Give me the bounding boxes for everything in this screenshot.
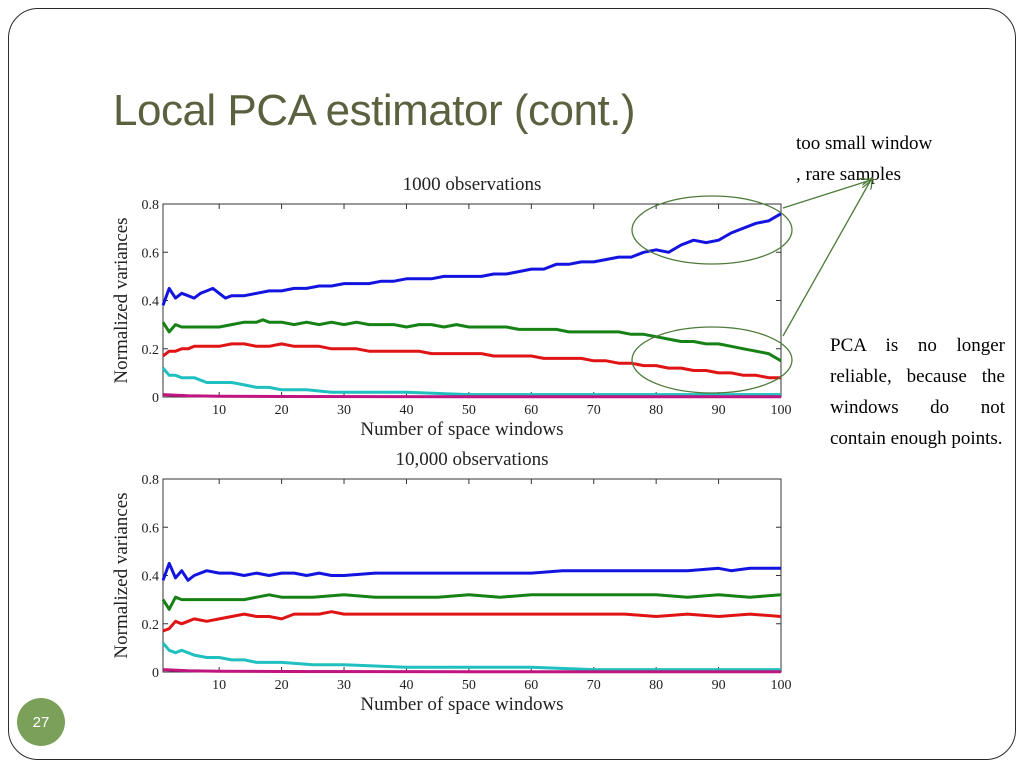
x-tick-label: 80 (649, 678, 663, 693)
x-tick-label: 40 (399, 403, 413, 418)
y-axis-label: Normalized variances (111, 492, 132, 658)
series-line-3 (161, 642, 781, 672)
x-axis-label: Number of space windows (360, 694, 563, 715)
chart-10000-observations: 10,000 observations 0 0.2 0.4 0.6 0.8 10 20 30 40… (111, 449, 792, 715)
x-tick-label: 40 (399, 678, 413, 693)
series-line-0 (161, 212, 782, 306)
y-tick-label: 0.4 (142, 570, 160, 585)
plot-area (162, 203, 782, 398)
slide-number-badge: 27 (17, 698, 65, 746)
y-tick-label: 0.8 (142, 198, 160, 213)
series-line-4 (162, 668, 781, 674)
x-tick-label: 60 (524, 678, 538, 693)
y-tick-label: 0.2 (142, 618, 160, 633)
annotation-top-line2: , rare samples (796, 164, 901, 185)
x-tick-label: 100 (771, 678, 792, 693)
plot-area (162, 478, 782, 673)
x-tick-label: 70 (587, 403, 601, 418)
y-tick-label: 0 (152, 666, 159, 681)
annotation-bottom: PCA is no longer reliable, because the w… (830, 335, 1005, 449)
slide-title: Local PCA estimator (cont.) (113, 86, 636, 135)
x-tick-label: 30 (337, 678, 351, 693)
annotation-arrow-bottom (782, 178, 872, 337)
series-line-3 (161, 367, 781, 397)
x-tick-label: 90 (712, 403, 726, 418)
series-line-2 (162, 342, 781, 380)
annotation-top: too small window , rare samples (796, 128, 996, 190)
chart-title: 1000 observations (403, 174, 542, 195)
x-axis-label: Number of space windows (360, 419, 563, 440)
annotation-shapes (631, 178, 872, 394)
highlight-ellipse-bottom (631, 326, 793, 394)
y-tick-label: 0.8 (142, 473, 160, 488)
series-line-0 (161, 561, 781, 582)
x-tick-label: 20 (275, 403, 289, 418)
x-tick-label: 60 (524, 403, 538, 418)
chart-title: 10,000 observations (395, 449, 548, 470)
x-tick-label: 30 (337, 403, 351, 418)
y-tick-label: 0.2 (142, 343, 160, 358)
x-tick-label: 10 (212, 678, 226, 693)
series-line-2 (162, 610, 782, 633)
annotation-top-line1: too small window (796, 133, 933, 154)
series-line-1 (161, 593, 782, 611)
series-line-1 (161, 318, 782, 363)
x-tick-label: 20 (275, 678, 289, 693)
x-tick-label: 100 (771, 403, 792, 418)
x-tick-label: 90 (712, 678, 726, 693)
chart-1000-observations: 1000 observations 0 0.2 0.4 0.6 0.8 10 20 30 40 50… (111, 174, 792, 440)
x-tick-label: 50 (462, 403, 476, 418)
y-tick-label: 0.6 (142, 521, 160, 536)
y-tick-label: 0.4 (142, 295, 160, 310)
y-tick-label: 0 (152, 391, 159, 406)
x-tick-label: 10 (212, 403, 226, 418)
annotation-arrow-top (782, 180, 871, 209)
x-tick-label: 70 (587, 678, 601, 693)
highlight-ellipse-top (631, 195, 793, 265)
y-axis-label: Normalized variances (111, 217, 132, 383)
series-line-4 (162, 393, 781, 399)
y-tick-label: 0.6 (142, 246, 160, 261)
x-tick-label: 80 (649, 403, 663, 418)
x-tick-label: 50 (462, 678, 476, 693)
slide-frame (8, 8, 1016, 760)
